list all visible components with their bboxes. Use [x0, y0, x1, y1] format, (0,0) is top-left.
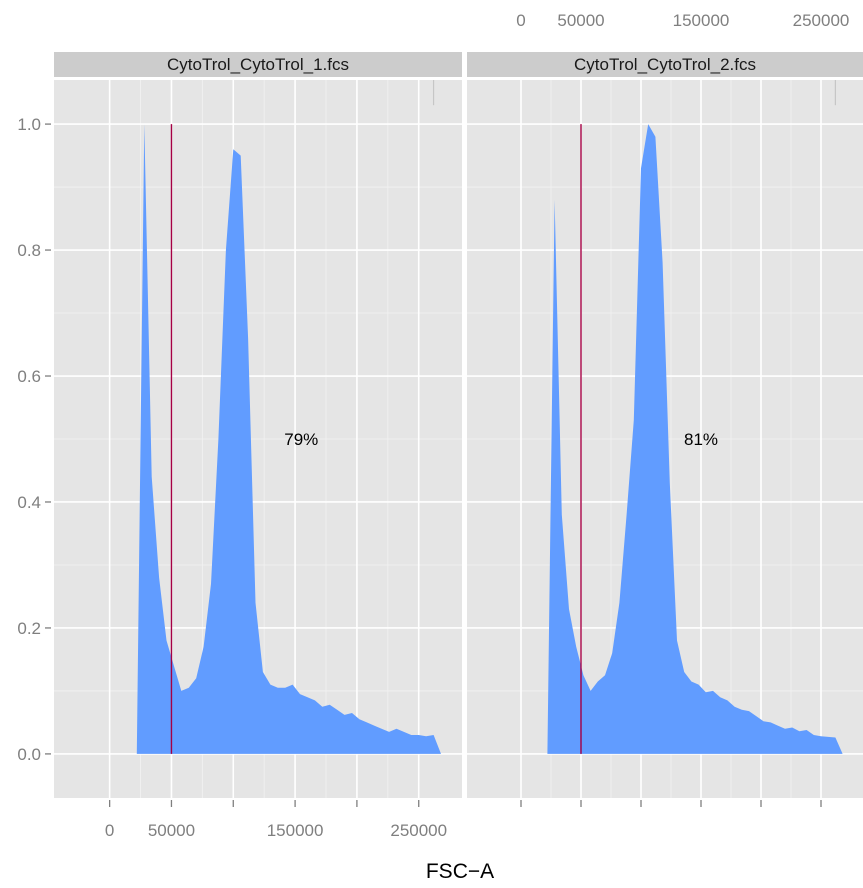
x-tick-label-top: 50000: [557, 11, 604, 30]
x-axis-bottom: 0 50000 150000 250000: [105, 800, 822, 840]
x-tick-label-bottom: 0: [105, 821, 114, 840]
facet-strip-label: CytoTrol_CytoTrol_1.fcs: [167, 55, 349, 74]
facet-panels: CytoTrol_CytoTrol_1.fcs79%CytoTrol_CytoT…: [54, 52, 863, 798]
facet-strip: [54, 52, 462, 77]
y-axis: 0.0 0.2 0.4 0.6 0.8 1.0: [17, 115, 51, 764]
density-area: [136, 124, 442, 754]
facet-strip-label: CytoTrol_CytoTrol_2.fcs: [574, 55, 756, 74]
x-axis-top: 0 50000 150000 250000: [516, 11, 849, 30]
density-area: [547, 124, 843, 754]
y-tick-label: 0.8: [17, 241, 41, 260]
facet-strip: [467, 52, 863, 77]
x-tick-label-bottom: 150000: [267, 821, 324, 840]
y-tick-label: 0.0: [17, 745, 41, 764]
x-tick-label-top: 150000: [673, 11, 730, 30]
x-tick-label-top: 0: [516, 11, 525, 30]
gate-percentage-label: 79%: [284, 430, 318, 449]
x-tick-label-top: 250000: [793, 11, 850, 30]
panel: CytoTrol_CytoTrol_2.fcs 81%: [467, 52, 863, 798]
x-tick-label-bottom: 50000: [148, 821, 195, 840]
panel: CytoTrol_CytoTrol_1.fcs 79%: [54, 52, 462, 798]
y-tick-label: 0.6: [17, 367, 41, 386]
y-tick-label: 0.2: [17, 619, 41, 638]
x-axis-title: FSC−A: [426, 860, 494, 883]
y-tick-label: 1.0: [17, 115, 41, 134]
gate-percentage-label: 81%: [684, 430, 718, 449]
x-tick-label-bottom: 250000: [390, 821, 447, 840]
y-tick-label: 0.4: [17, 493, 41, 512]
